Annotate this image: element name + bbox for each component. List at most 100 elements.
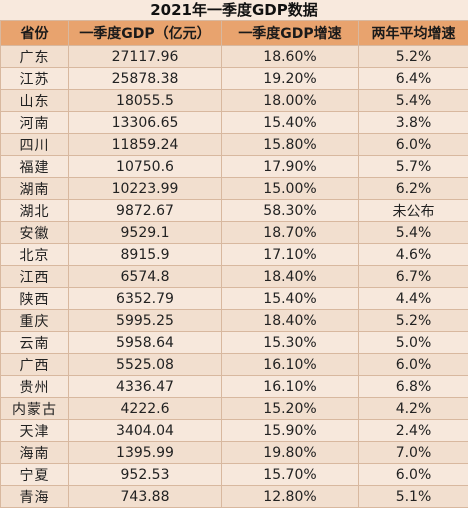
two-year-average-cell: 6.8% <box>359 376 468 398</box>
growth-rate-cell: 17.90% <box>222 156 359 178</box>
province-cell: 福建 <box>1 156 69 178</box>
gdp-value-cell: 743.88 <box>69 486 222 508</box>
province-cell: 四川 <box>1 134 69 156</box>
province-cell: 海南 <box>1 442 69 464</box>
header-avg-two-year: 两年平均增速 <box>359 21 468 46</box>
two-year-average-cell: 未公布 <box>359 200 468 222</box>
gdp-value-cell: 10223.99 <box>69 178 222 200</box>
two-year-average-cell: 5.2% <box>359 46 468 68</box>
two-year-average-cell: 3.8% <box>359 112 468 134</box>
province-cell: 青海 <box>1 486 69 508</box>
gdp-value-cell: 952.53 <box>69 464 222 486</box>
growth-rate-cell: 18.70% <box>222 222 359 244</box>
gdp-value-cell: 18055.5 <box>69 90 222 112</box>
gdp-value-cell: 9872.67 <box>69 200 222 222</box>
two-year-average-cell: 5.4% <box>359 222 468 244</box>
province-cell: 广东 <box>1 46 69 68</box>
header-gdp: 一季度GDP（亿元） <box>69 21 222 46</box>
two-year-average-cell: 6.0% <box>359 134 468 156</box>
growth-rate-cell: 58.30% <box>222 200 359 222</box>
gdp-value-cell: 8915.9 <box>69 244 222 266</box>
two-year-average-cell: 2.4% <box>359 420 468 442</box>
gdp-value-cell: 4336.47 <box>69 376 222 398</box>
gdp-value-cell: 3404.04 <box>69 420 222 442</box>
gdp-value-cell: 10750.6 <box>69 156 222 178</box>
header-province: 省份 <box>1 21 69 46</box>
two-year-average-cell: 4.4% <box>359 288 468 310</box>
province-cell: 湖南 <box>1 178 69 200</box>
header-growth: 一季度GDP增速 <box>222 21 359 46</box>
province-cell: 重庆 <box>1 310 69 332</box>
province-cell: 广西 <box>1 354 69 376</box>
growth-rate-cell: 19.20% <box>222 68 359 90</box>
growth-rate-cell: 18.60% <box>222 46 359 68</box>
two-year-average-cell: 6.0% <box>359 464 468 486</box>
table-title: 2021年一季度GDP数据 <box>0 0 468 21</box>
province-cell: 江西 <box>1 266 69 288</box>
two-year-average-cell: 6.0% <box>359 354 468 376</box>
two-year-average-cell: 5.4% <box>359 90 468 112</box>
growth-rate-cell: 15.40% <box>222 112 359 134</box>
province-cell: 安徽 <box>1 222 69 244</box>
two-year-average-cell: 4.2% <box>359 398 468 420</box>
gdp-value-cell: 5525.08 <box>69 354 222 376</box>
growth-rate-cell: 15.90% <box>222 420 359 442</box>
gdp-value-cell: 11859.24 <box>69 134 222 156</box>
gdp-value-cell: 6352.79 <box>69 288 222 310</box>
two-year-average-cell: 5.1% <box>359 486 468 508</box>
growth-rate-cell: 15.40% <box>222 288 359 310</box>
growth-rate-cell: 15.00% <box>222 178 359 200</box>
growth-rate-cell: 18.40% <box>222 266 359 288</box>
growth-rate-cell: 15.20% <box>222 398 359 420</box>
header-row: 省份 一季度GDP（亿元） 一季度GDP增速 两年平均增速 <box>1 21 468 46</box>
gdp-value-cell: 1395.99 <box>69 442 222 464</box>
two-year-average-cell: 6.7% <box>359 266 468 288</box>
two-year-average-cell: 5.7% <box>359 156 468 178</box>
growth-rate-cell: 15.80% <box>222 134 359 156</box>
gdp-value-cell: 9529.1 <box>69 222 222 244</box>
gdp-value-cell: 4222.6 <box>69 398 222 420</box>
gdp-value-cell: 27117.96 <box>69 46 222 68</box>
gdp-value-cell: 25878.38 <box>69 68 222 90</box>
growth-rate-cell: 16.10% <box>222 376 359 398</box>
growth-rate-cell: 12.80% <box>222 486 359 508</box>
province-cell: 贵州 <box>1 376 69 398</box>
province-cell: 湖北 <box>1 200 69 222</box>
province-cell: 北京 <box>1 244 69 266</box>
growth-rate-cell: 19.80% <box>222 442 359 464</box>
two-year-average-cell: 7.0% <box>359 442 468 464</box>
two-year-average-cell: 6.2% <box>359 178 468 200</box>
two-year-average-cell: 5.0% <box>359 332 468 354</box>
growth-rate-cell: 18.00% <box>222 90 359 112</box>
growth-rate-cell: 17.10% <box>222 244 359 266</box>
province-cell: 宁夏 <box>1 464 69 486</box>
gdp-value-cell: 13306.65 <box>69 112 222 134</box>
province-cell: 云南 <box>1 332 69 354</box>
two-year-average-cell: 6.4% <box>359 68 468 90</box>
province-cell: 陕西 <box>1 288 69 310</box>
province-cell: 天津 <box>1 420 69 442</box>
growth-rate-cell: 15.30% <box>222 332 359 354</box>
province-cell: 江苏 <box>1 68 69 90</box>
gdp-value-cell: 6574.8 <box>69 266 222 288</box>
